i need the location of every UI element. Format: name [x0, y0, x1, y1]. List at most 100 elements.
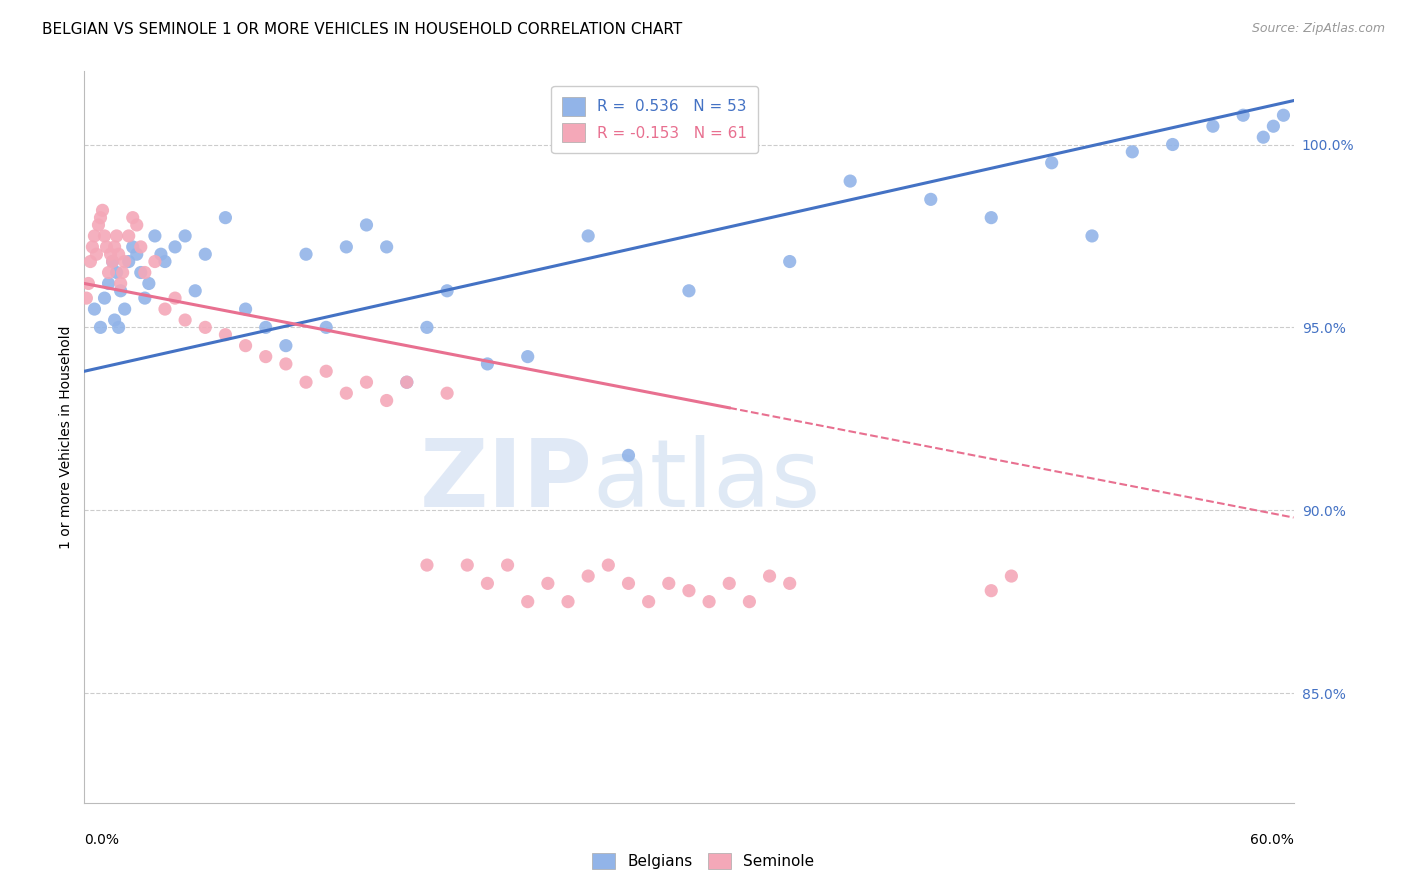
Point [375, 240, 398, 254]
Point [114, 254, 136, 268]
Point [83, 302, 105, 317]
Point [87, 218, 110, 232]
Point [617, 449, 640, 463]
Point [274, 357, 297, 371]
Text: Source: ZipAtlas.com: Source: ZipAtlas.com [1251, 22, 1385, 36]
Point [779, 576, 801, 591]
Point [174, 313, 197, 327]
Point [129, 240, 152, 254]
Y-axis label: 1 or more Vehicles in Household: 1 or more Vehicles in Household [59, 326, 73, 549]
Point [83, 229, 105, 244]
Point [436, 386, 458, 401]
Point [89, 211, 111, 225]
Point [121, 211, 143, 225]
Point [576, 569, 599, 583]
Point [153, 254, 176, 268]
Point [149, 247, 172, 261]
Point [86, 247, 108, 261]
Point [537, 576, 560, 591]
Point [134, 291, 156, 305]
Point [274, 339, 297, 353]
Point [980, 583, 1002, 598]
Point [1081, 229, 1104, 244]
Point [174, 229, 197, 244]
Text: ZIP: ZIP [419, 435, 592, 527]
Text: atlas: atlas [592, 435, 821, 527]
Point [111, 266, 134, 280]
Point [1253, 130, 1275, 145]
Text: 0.0%: 0.0% [84, 833, 120, 847]
Point [456, 558, 478, 573]
Legend: Belgians, Seminole: Belgians, Seminole [586, 847, 820, 875]
Point [254, 320, 277, 334]
Point [214, 327, 236, 342]
Point [254, 350, 277, 364]
Point [1121, 145, 1143, 159]
Point [477, 576, 499, 591]
Point [125, 247, 148, 261]
Legend: R =  0.536   N = 53, R = -0.153   N = 61: R = 0.536 N = 53, R = -0.153 N = 61 [551, 87, 758, 153]
Point [477, 357, 499, 371]
Point [576, 229, 599, 244]
Point [105, 266, 128, 280]
Point [125, 218, 148, 232]
Point [194, 320, 217, 334]
Point [718, 576, 741, 591]
Point [335, 386, 357, 401]
Point [114, 302, 136, 317]
Point [104, 313, 127, 327]
Point [980, 211, 1002, 225]
Point [184, 284, 207, 298]
Point [1202, 120, 1225, 134]
Point [138, 277, 160, 291]
Point [96, 240, 118, 254]
Point [104, 240, 127, 254]
Point [617, 576, 640, 591]
Point [516, 595, 538, 609]
Point [1040, 156, 1063, 170]
Point [97, 277, 120, 291]
Point [235, 302, 257, 317]
Point [107, 320, 129, 334]
Point [557, 595, 579, 609]
Point [678, 583, 700, 598]
Point [153, 302, 176, 317]
Point [91, 203, 114, 218]
Point [93, 229, 115, 244]
Point [118, 229, 141, 244]
Point [1263, 120, 1285, 134]
Point [194, 247, 217, 261]
Point [143, 229, 166, 244]
Point [758, 569, 780, 583]
Point [738, 595, 761, 609]
Point [101, 254, 124, 268]
Point [839, 174, 862, 188]
Point [214, 211, 236, 225]
Point [134, 266, 156, 280]
Point [395, 376, 418, 390]
Point [637, 595, 659, 609]
Point [496, 558, 519, 573]
Point [1272, 108, 1295, 122]
Point [97, 266, 120, 280]
Point [598, 558, 620, 573]
Point [107, 247, 129, 261]
Point [75, 291, 97, 305]
Point [395, 376, 418, 390]
Point [121, 240, 143, 254]
Point [315, 364, 337, 378]
Point [436, 284, 458, 298]
Point [658, 576, 681, 591]
Point [678, 284, 700, 298]
Point [356, 218, 378, 232]
Point [235, 339, 257, 353]
Point [1232, 108, 1254, 122]
Point [1000, 569, 1022, 583]
Point [100, 247, 122, 261]
Point [416, 320, 439, 334]
Point [89, 320, 111, 334]
Point [82, 240, 104, 254]
Point [697, 595, 720, 609]
Point [77, 277, 100, 291]
Point [375, 393, 398, 408]
